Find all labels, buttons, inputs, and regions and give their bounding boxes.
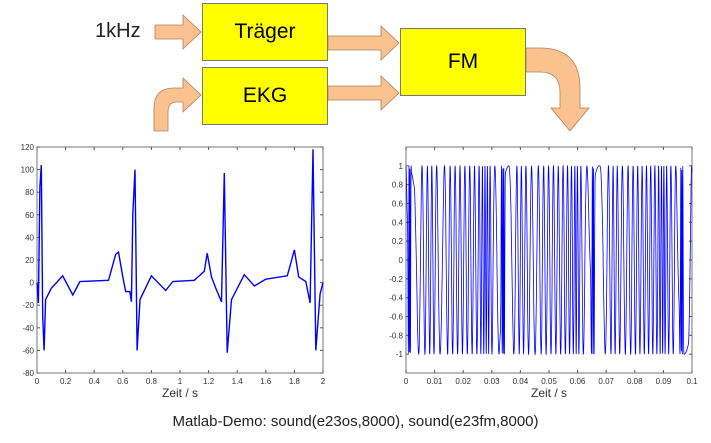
y-tick-label: 0.6 <box>392 200 404 209</box>
y-tick-label: -60 <box>22 346 34 355</box>
y-tick-label: -20 <box>22 301 34 310</box>
y-tick-label: 40 <box>25 233 34 242</box>
y-tick-label: 0.2 <box>392 237 404 246</box>
y-tick-label: -0.6 <box>389 313 403 322</box>
arrow-1khz-to-carrier <box>154 14 202 50</box>
y-tick-label: 60 <box>25 211 34 220</box>
chart-fm: 0 0.01 0.02 0.03 0.04 0.05 0.06 0.07 0.08 0.09 0.1… <box>389 146 698 400</box>
x-tick-label: 0.07 <box>598 377 614 386</box>
x-tick-label: 0.09 <box>656 377 672 386</box>
y-tick-label: 80 <box>25 188 34 197</box>
x-axis-label: Zeit / s <box>162 386 198 400</box>
y-tick-label: 0.4 <box>392 218 404 227</box>
input-frequency-label: 1kHz <box>95 20 141 42</box>
arrow-carrier-to-fm <box>327 25 400 61</box>
x-tick-label: 1.8 <box>289 377 301 386</box>
caption: Matlab-Demo: sound(e23os,8000), sound(e2… <box>172 413 539 430</box>
x-tick-label: 1.4 <box>232 377 244 386</box>
x-tick-label: 0 <box>35 377 40 386</box>
y-tick-label: -40 <box>22 324 34 333</box>
x-tick-label: 0.05 <box>541 377 557 386</box>
ecg-block: EKG <box>202 67 328 125</box>
x-tick-label: 0.04 <box>513 377 529 386</box>
x-tick-label: 0.6 <box>117 377 129 386</box>
series-line <box>405 164 693 356</box>
x-tick-label: 0.03 <box>484 377 500 386</box>
x-tick-label: 0.1 <box>686 377 698 386</box>
fm-block: FM <box>400 28 526 96</box>
x-tick-label: 0.8 <box>146 377 158 386</box>
arrow-input-to-ecg <box>153 77 202 132</box>
y-tick-label: 0.8 <box>392 181 404 190</box>
x-tick-label: 0.4 <box>89 377 101 386</box>
x-tick-label: 2 <box>321 377 326 386</box>
series-line <box>36 149 324 353</box>
arrow-fm-to-output <box>525 47 590 132</box>
x-tick-label: 1.2 <box>203 377 215 386</box>
chart-ecg: 0 0.2 0.4 0.6 0.8 1 1.2 1.4 1.6 1.8 2 -80 -60 -40 -20 0… <box>21 143 326 400</box>
arrows <box>153 14 590 132</box>
y-tick-label: 0 <box>399 256 404 265</box>
x-tick-label: 1 <box>178 377 183 386</box>
y-tick-label: 20 <box>25 256 34 265</box>
x-tick-label: 0.01 <box>427 377 443 386</box>
x-tick-label: 0.08 <box>627 377 643 386</box>
arrow-ecg-to-fm <box>327 75 400 111</box>
plot-frame <box>36 146 324 374</box>
y-tick-label: -0.8 <box>389 331 403 340</box>
y-tick-label: 0 <box>30 279 35 288</box>
y-tick-label: 120 <box>21 143 35 152</box>
x-tick-label: 1.6 <box>260 377 272 386</box>
y-tick-label: -80 <box>22 369 34 378</box>
y-tick-label: -0.4 <box>389 294 403 303</box>
y-tick-label: 100 <box>21 166 35 175</box>
x-tick-label: 0.02 <box>455 377 471 386</box>
carrier-block: Träger <box>202 3 328 61</box>
x-tick-label: 0.06 <box>570 377 586 386</box>
x-tick-label: 0.2 <box>60 377 72 386</box>
y-tick-label: -1 <box>396 350 404 359</box>
y-tick-label: 1 <box>399 162 404 171</box>
y-tick-label: -0.2 <box>389 275 403 284</box>
x-axis-label: Zeit / s <box>531 386 567 400</box>
x-tick-label: 0 <box>404 377 409 386</box>
